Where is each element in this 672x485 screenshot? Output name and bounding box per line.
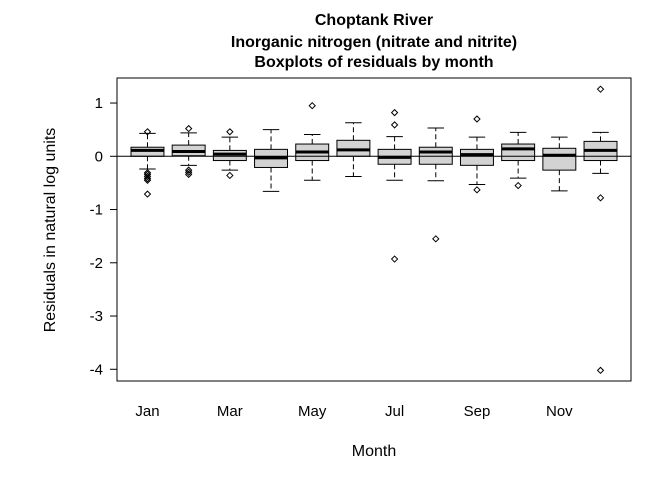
box-iqr bbox=[418, 146, 453, 165]
y-tick-label: -3 bbox=[90, 308, 103, 325]
box-may bbox=[295, 101, 330, 181]
outlier-point bbox=[143, 174, 152, 183]
box-dec bbox=[583, 85, 618, 375]
box-oct bbox=[501, 131, 536, 190]
box-feb bbox=[171, 124, 206, 179]
outlier-point bbox=[432, 235, 440, 243]
x-tick-label: Mar bbox=[217, 403, 243, 420]
x-tick-label: May bbox=[298, 403, 327, 420]
outlier-point bbox=[184, 124, 193, 133]
y-tick-label: -2 bbox=[90, 255, 103, 272]
chart-title-line-2: Inorganic nitrogen (nitrate and nitrite) bbox=[231, 34, 517, 51]
x-axis: Jan Mar May Jul Sep Nov bbox=[135, 403, 573, 420]
outlier-point bbox=[184, 170, 193, 179]
boxes-group bbox=[117, 85, 631, 375]
outlier-point bbox=[473, 186, 481, 194]
box-mar bbox=[212, 128, 247, 180]
box-apr bbox=[254, 129, 289, 192]
box-nov bbox=[542, 136, 577, 192]
y-tick-label: 0 bbox=[95, 148, 103, 165]
y-axis: -4 -3 -2 -1 0 1 bbox=[90, 95, 118, 378]
outlier-point bbox=[226, 171, 234, 180]
outlier-point bbox=[390, 255, 399, 263]
outlier-point bbox=[143, 190, 152, 198]
x-tick-label: Jan bbox=[135, 403, 159, 420]
outlier-point bbox=[308, 101, 316, 110]
outlier-point bbox=[226, 128, 234, 136]
box-sep bbox=[459, 115, 494, 194]
box-jun bbox=[336, 122, 371, 178]
outlier-point bbox=[184, 168, 193, 176]
box-jan bbox=[130, 128, 165, 198]
outlier-point bbox=[390, 108, 399, 117]
y-axis-label: Residuals in natural log units bbox=[42, 128, 59, 333]
outlier-point bbox=[143, 128, 152, 136]
outlier-point bbox=[514, 181, 522, 190]
box-iqr bbox=[501, 143, 536, 162]
outlier-point bbox=[596, 85, 605, 93]
chart-title-line-3: Boxplots of residuals by month bbox=[254, 54, 493, 71]
x-tick-label: Sep bbox=[464, 403, 491, 420]
x-axis-label: Month bbox=[352, 443, 396, 460]
box-iqr bbox=[336, 139, 371, 157]
box-iqr bbox=[542, 147, 577, 171]
plot-frame bbox=[116, 77, 632, 382]
x-tick-label: Nov bbox=[546, 403, 573, 420]
outlier-point bbox=[596, 366, 605, 375]
y-tick-label: -4 bbox=[90, 361, 103, 378]
outlier-point bbox=[184, 166, 193, 174]
outlier-point bbox=[143, 176, 152, 184]
outlier-point bbox=[596, 194, 605, 202]
box-aug bbox=[418, 127, 453, 243]
outlier-point bbox=[390, 121, 399, 129]
box-iqr bbox=[459, 148, 494, 166]
outlier-point bbox=[143, 172, 152, 181]
y-tick-label: -1 bbox=[90, 202, 103, 219]
box-jul bbox=[377, 108, 412, 263]
outlier-point bbox=[473, 115, 481, 123]
y-tick-label: 1 bbox=[95, 95, 103, 112]
x-tick-label: Jul bbox=[385, 403, 404, 420]
chart-title-line-1: Choptank River bbox=[315, 12, 433, 29]
